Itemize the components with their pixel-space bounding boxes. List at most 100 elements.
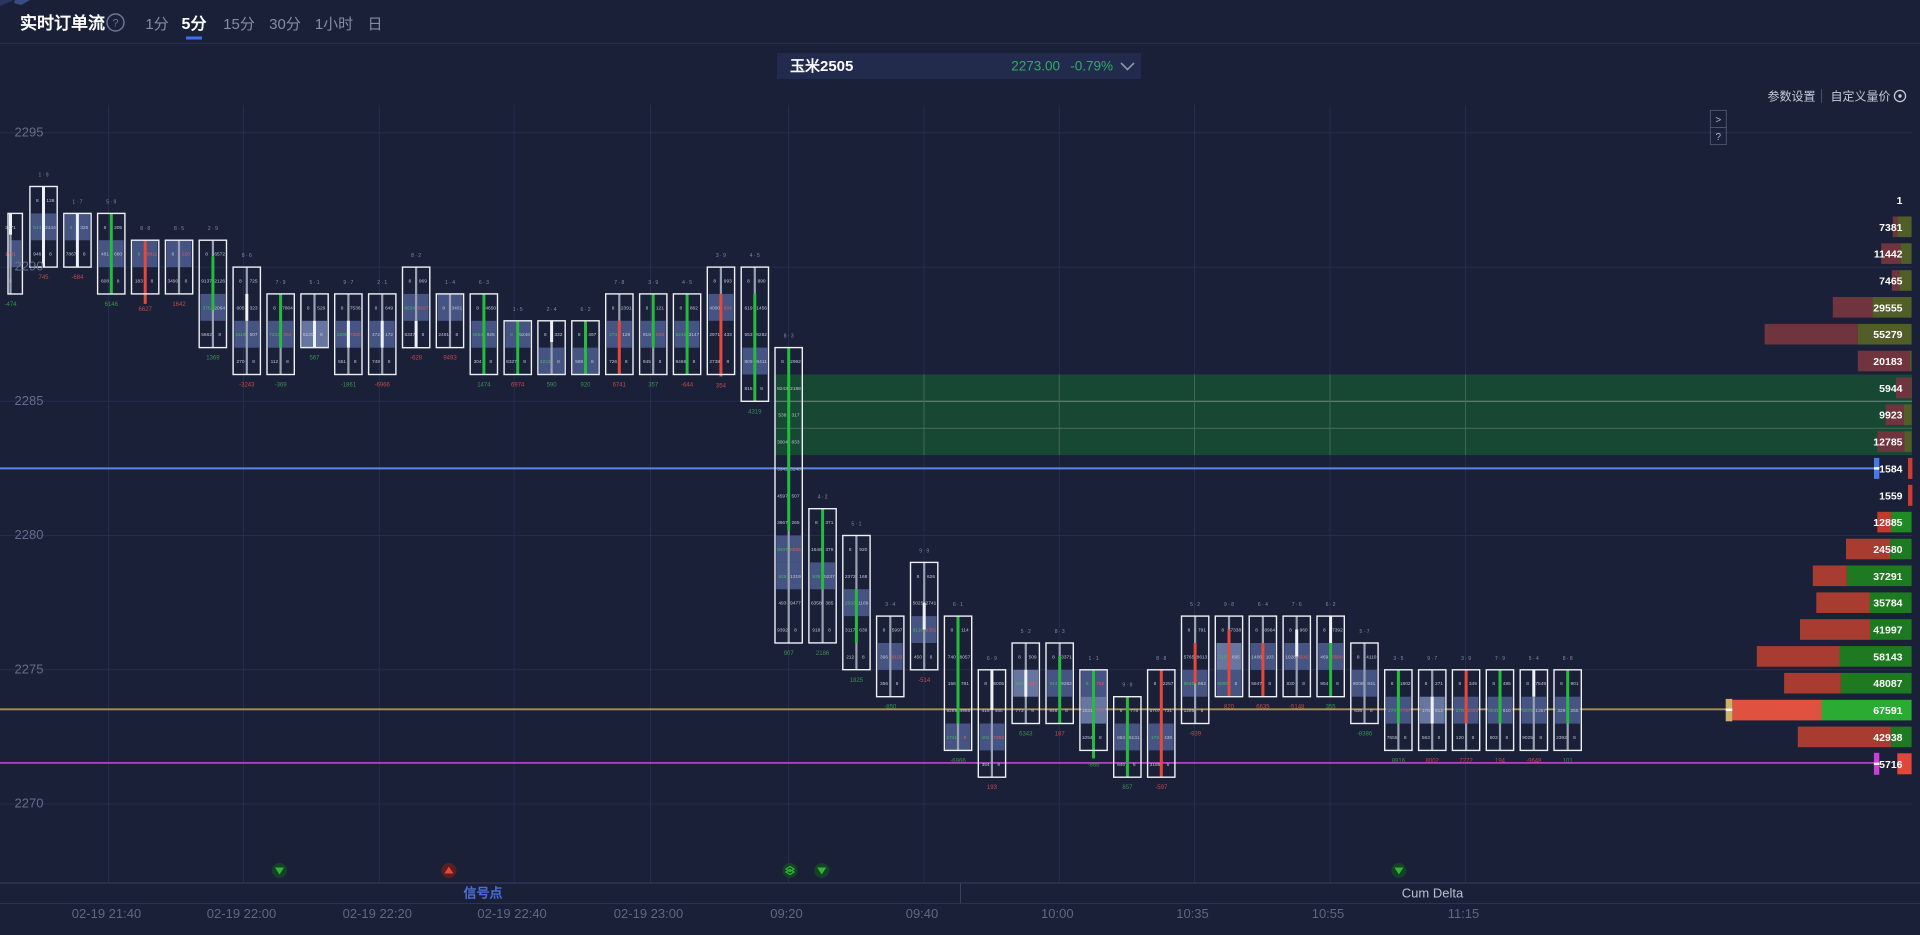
svg-text:507: 507 <box>791 493 799 499</box>
svg-text:-474: -474 <box>4 302 17 308</box>
svg-text:5707: 5707 <box>1150 708 1161 714</box>
svg-text:485: 485 <box>1503 681 1511 687</box>
svg-text:2 · 4: 2 · 4 <box>547 307 557 313</box>
svg-text:58143: 58143 <box>1873 651 1902 663</box>
svg-text:8: 8 <box>171 252 174 258</box>
svg-text:355: 355 <box>1326 705 1337 711</box>
svg-text:8 · 8: 8 · 8 <box>1156 656 1166 662</box>
svg-text:8: 8 <box>442 305 445 311</box>
svg-text:4650: 4650 <box>485 305 496 311</box>
svg-text:55279: 55279 <box>1873 329 1902 341</box>
svg-text:8: 8 <box>1472 735 1475 741</box>
svg-text:5944: 5944 <box>1879 383 1903 395</box>
svg-text:8: 8 <box>1505 735 1508 741</box>
svg-text:8: 8 <box>1031 708 1034 714</box>
svg-text:114: 114 <box>961 628 969 634</box>
svg-text:255: 255 <box>1570 708 1578 714</box>
svg-text:8: 8 <box>1268 681 1271 687</box>
svg-text:660: 660 <box>114 252 122 258</box>
svg-text:433: 433 <box>724 332 732 338</box>
svg-text:954: 954 <box>1320 681 1328 687</box>
svg-text:5662: 5662 <box>201 332 212 338</box>
svg-text:自定义量价: 自定义量价 <box>1831 89 1891 104</box>
svg-text:726: 726 <box>609 359 617 365</box>
svg-text:8: 8 <box>849 547 852 553</box>
svg-text:8 · 5: 8 · 5 <box>174 226 184 232</box>
svg-text:396: 396 <box>880 654 888 660</box>
svg-text:8: 8 <box>375 305 378 311</box>
svg-text:7867: 7867 <box>66 252 77 258</box>
svg-text:6627: 6627 <box>139 307 153 313</box>
svg-text:9025: 9025 <box>1522 735 1533 741</box>
svg-text:2186: 2186 <box>816 651 830 657</box>
svg-text:1559: 1559 <box>1879 490 1903 502</box>
svg-text:8634: 8634 <box>404 305 415 311</box>
svg-text:8: 8 <box>1336 681 1339 687</box>
svg-text:3401: 3401 <box>451 305 462 311</box>
svg-text:6358: 6358 <box>811 601 822 607</box>
svg-text:8: 8 <box>625 359 628 365</box>
svg-text:890: 890 <box>758 279 766 285</box>
svg-text:9193: 9193 <box>892 654 903 660</box>
svg-text:-684: -684 <box>71 275 84 281</box>
svg-text:3 · 9: 3 · 9 <box>716 253 726 259</box>
svg-text:9 · 7: 9 · 7 <box>343 280 353 286</box>
svg-text:357: 357 <box>648 383 659 389</box>
svg-text:8: 8 <box>307 305 310 311</box>
svg-text:8 · 6: 8 · 6 <box>242 253 252 259</box>
svg-text:6541: 6541 <box>1488 708 1499 714</box>
svg-text:8: 8 <box>1234 681 1237 687</box>
svg-text:10:00: 10:00 <box>1041 906 1074 921</box>
svg-text:8: 8 <box>1425 681 1428 687</box>
svg-text:8: 8 <box>1221 628 1224 634</box>
svg-text:9392: 9392 <box>777 628 788 634</box>
svg-text:833: 833 <box>791 440 799 446</box>
svg-text:176: 176 <box>1422 708 1430 714</box>
svg-text:10:35: 10:35 <box>1176 906 1209 921</box>
svg-text:8 · 3: 8 · 3 <box>784 334 794 340</box>
svg-text:465: 465 <box>995 708 1003 714</box>
svg-text:2295: 2295 <box>15 124 44 139</box>
svg-text:8: 8 <box>1438 735 1441 741</box>
svg-text:2275: 2275 <box>15 661 44 676</box>
svg-text:6741: 6741 <box>613 383 627 389</box>
svg-text:2491: 2491 <box>438 332 449 338</box>
svg-text:8: 8 <box>1167 762 1170 768</box>
svg-text:11442: 11442 <box>1874 249 1903 261</box>
svg-text:254: 254 <box>283 332 291 338</box>
svg-text:02-19 21:40: 02-19 21:40 <box>72 906 141 921</box>
svg-text:497: 497 <box>588 332 596 338</box>
svg-text:9110: 9110 <box>913 628 924 634</box>
svg-text:608: 608 <box>101 279 109 285</box>
svg-text:8613: 8613 <box>1197 654 1208 660</box>
svg-text:2126: 2126 <box>214 279 225 285</box>
svg-text:138: 138 <box>46 198 54 204</box>
svg-text:信号点: 信号点 <box>463 886 502 901</box>
svg-text:8: 8 <box>1526 681 1529 687</box>
svg-text:8: 8 <box>646 305 649 311</box>
svg-text:8: 8 <box>1133 762 1136 768</box>
svg-text:773: 773 <box>1015 708 1023 714</box>
svg-text:918: 918 <box>812 628 820 634</box>
svg-text:3 · 4: 3 · 4 <box>885 602 895 608</box>
svg-text:8916: 8916 <box>1392 758 1406 764</box>
svg-text:3147: 3147 <box>689 332 700 338</box>
svg-text:112: 112 <box>271 359 279 365</box>
svg-text:639: 639 <box>656 332 664 338</box>
svg-text:6146: 6146 <box>105 302 119 308</box>
svg-text:662: 662 <box>1198 681 1206 687</box>
svg-text:10:55: 10:55 <box>1312 906 1345 921</box>
svg-text:187: 187 <box>1055 732 1066 738</box>
svg-text:945: 945 <box>643 359 651 365</box>
svg-text:563: 563 <box>1422 735 1430 741</box>
svg-text:1357: 1357 <box>1535 708 1546 714</box>
svg-text:6220: 6220 <box>303 332 314 338</box>
svg-text:-3243: -3243 <box>239 383 255 389</box>
svg-text:6572: 6572 <box>214 252 225 258</box>
svg-text:567: 567 <box>309 356 320 362</box>
svg-text:538: 538 <box>778 413 786 419</box>
svg-text:Cum Delta: Cum Delta <box>1402 886 1464 901</box>
svg-text:8: 8 <box>1539 735 1542 741</box>
svg-text:9477: 9477 <box>790 601 801 607</box>
svg-text:4 · 5: 4 · 5 <box>682 280 692 286</box>
